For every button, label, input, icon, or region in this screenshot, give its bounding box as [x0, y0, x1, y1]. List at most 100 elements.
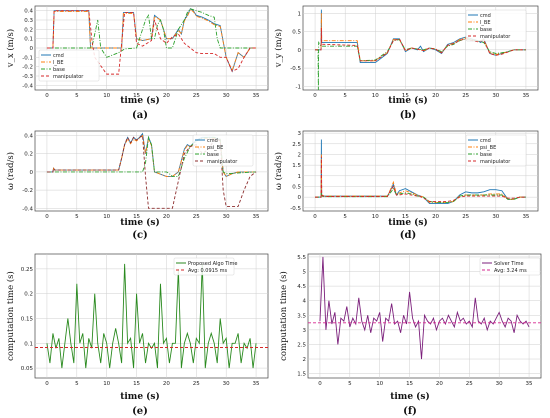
x-tick-label: 30	[492, 214, 499, 220]
x-tick-label: 5	[75, 214, 79, 220]
chart-panel: 0 5 10 15 20 25 30 35 -0.4 -0.2 0 0.2 0.4 cmdpsi_BEba…	[5, 130, 269, 241]
x-tick-label: 0	[45, 93, 49, 99]
legend-label: manipulator	[480, 34, 511, 40]
legend-label: cmd	[480, 13, 491, 19]
x-axis-label: time (s)	[390, 391, 430, 402]
x-tick-label: 25	[462, 214, 469, 220]
y-tick-label: 4.5	[297, 284, 306, 290]
legend-label: base	[480, 27, 492, 33]
series-line	[315, 187, 526, 203]
chart-panel: 0 5 10 15 20 25 30 35 1.5 2 2.5 3 3.5 4 4.5 5 5.5 Solver …	[278, 253, 542, 417]
x-tick-label: 25	[193, 93, 200, 99]
legend-label: base	[480, 152, 492, 158]
y-tick-label: 0.2	[24, 292, 33, 298]
chart-panel: 0 5 10 15 20 25 30 35 -0.5 0 0.5 1 1.5 2 2.5 3 cmdpsi_BE…	[273, 130, 539, 241]
legend-box	[192, 134, 254, 167]
legend-label: Avg: 0.0915 ms	[188, 268, 227, 274]
legend-label: cmd	[53, 53, 64, 59]
x-tick-label: 15	[406, 381, 413, 387]
y-tick-label: 0	[298, 48, 302, 54]
series-line	[46, 9, 257, 72]
panel-caption: (b)	[400, 110, 416, 121]
y-tick-label: 0	[298, 195, 302, 201]
y-tick-label: -0.4	[22, 206, 33, 212]
y-axis-label: computation time (s)	[278, 271, 289, 361]
x-axis-label: time (s)	[388, 217, 428, 228]
x-tick-label: 35	[253, 381, 260, 387]
series-line	[319, 256, 530, 360]
y-axis-label: computation time (s)	[5, 271, 16, 361]
panel-caption: (a)	[132, 110, 148, 121]
y-tick-label: 0.2	[24, 152, 33, 158]
legend-label: psi_BE	[480, 145, 496, 151]
legend-box	[479, 257, 541, 276]
x-tick-label: 30	[492, 93, 499, 99]
y-axis-label: v_x (m/s)	[5, 29, 16, 68]
x-tick-label: 25	[466, 381, 473, 387]
x-tick-label: 5	[75, 93, 79, 99]
legend-label: psi_BE	[207, 145, 223, 151]
y-tick-label: 0.4	[24, 134, 33, 140]
y-tick-label: -0.1	[22, 55, 33, 61]
y-tick-label: 0	[30, 46, 34, 52]
y-axis-label: v_y (m/s)	[273, 29, 284, 68]
legend-box	[465, 9, 527, 42]
y-tick-label: 1.5	[297, 372, 306, 378]
series-line	[46, 134, 257, 209]
x-tick-label: 0	[45, 381, 49, 387]
chart-panel: 0 5 10 15 20 25 30 35 0.05 0.1 0.15 0.2 0.25 Proposed…	[5, 253, 269, 417]
y-tick-label: 1.5	[292, 163, 301, 169]
legend-label: manipulator	[480, 159, 511, 165]
y-tick-label: 2.5	[292, 142, 301, 148]
y-axis-label: ω (rad/s)	[273, 152, 284, 190]
x-axis-label: time (s)	[388, 95, 428, 106]
y-tick-label: 0.1	[24, 341, 33, 347]
y-tick-label: 0.4	[24, 9, 33, 15]
y-axis-label: ω (rad/s)	[5, 152, 16, 190]
panel-caption: (e)	[132, 406, 148, 417]
x-tick-label: 15	[133, 214, 140, 220]
legend-label: Proposed Algo Time	[188, 261, 237, 267]
y-tick-label: -0.5	[290, 66, 301, 72]
x-tick-label: 25	[462, 93, 469, 99]
y-tick-label: 3	[303, 328, 307, 334]
x-tick-label: 30	[223, 214, 230, 220]
x-tick-label: 0	[45, 214, 49, 220]
y-tick-label: -0.3	[22, 74, 33, 80]
legend-label: manipulator	[207, 159, 238, 165]
x-tick-label: 5	[75, 381, 79, 387]
x-tick-label: 15	[133, 93, 140, 99]
x-tick-label: 25	[193, 214, 200, 220]
x-tick-label: 5	[343, 214, 347, 220]
y-tick-label: 0.15	[21, 316, 34, 322]
x-tick-label: 20	[163, 381, 170, 387]
panel-caption: (c)	[132, 230, 148, 241]
y-tick-label: 3.5	[297, 313, 306, 319]
chart-panel: 0 5 10 15 20 25 30 35 -0.4 -0.3 -0.2 -0.1 0 0.1 0.2 0.3…	[5, 5, 269, 121]
x-axis-label: time (s)	[120, 217, 160, 228]
x-tick-label: 30	[496, 381, 503, 387]
legend-label: manipulator	[53, 74, 84, 80]
y-tick-label: 0	[30, 170, 34, 176]
x-tick-label: 0	[313, 93, 317, 99]
x-tick-label: 35	[526, 381, 533, 387]
x-tick-label: 15	[133, 381, 140, 387]
panel-caption: (d)	[400, 230, 416, 241]
series-line	[315, 154, 526, 203]
x-tick-label: 10	[376, 381, 383, 387]
y-tick-label: 0.2	[24, 27, 33, 33]
x-tick-label: 5	[343, 93, 347, 99]
x-tick-label: 15	[402, 214, 409, 220]
x-tick-label: 10	[103, 93, 110, 99]
x-tick-label: 20	[432, 93, 439, 99]
chart-panel: 0 5 10 15 20 25 30 35 -1 -0.5 0 0.5 1 cmdl_BEbasemani…	[273, 5, 539, 121]
x-tick-label: 10	[103, 214, 110, 220]
y-tick-label: 0.1	[24, 37, 33, 43]
y-tick-label: -0.5	[290, 206, 301, 212]
y-tick-label: 2.5	[297, 342, 306, 348]
